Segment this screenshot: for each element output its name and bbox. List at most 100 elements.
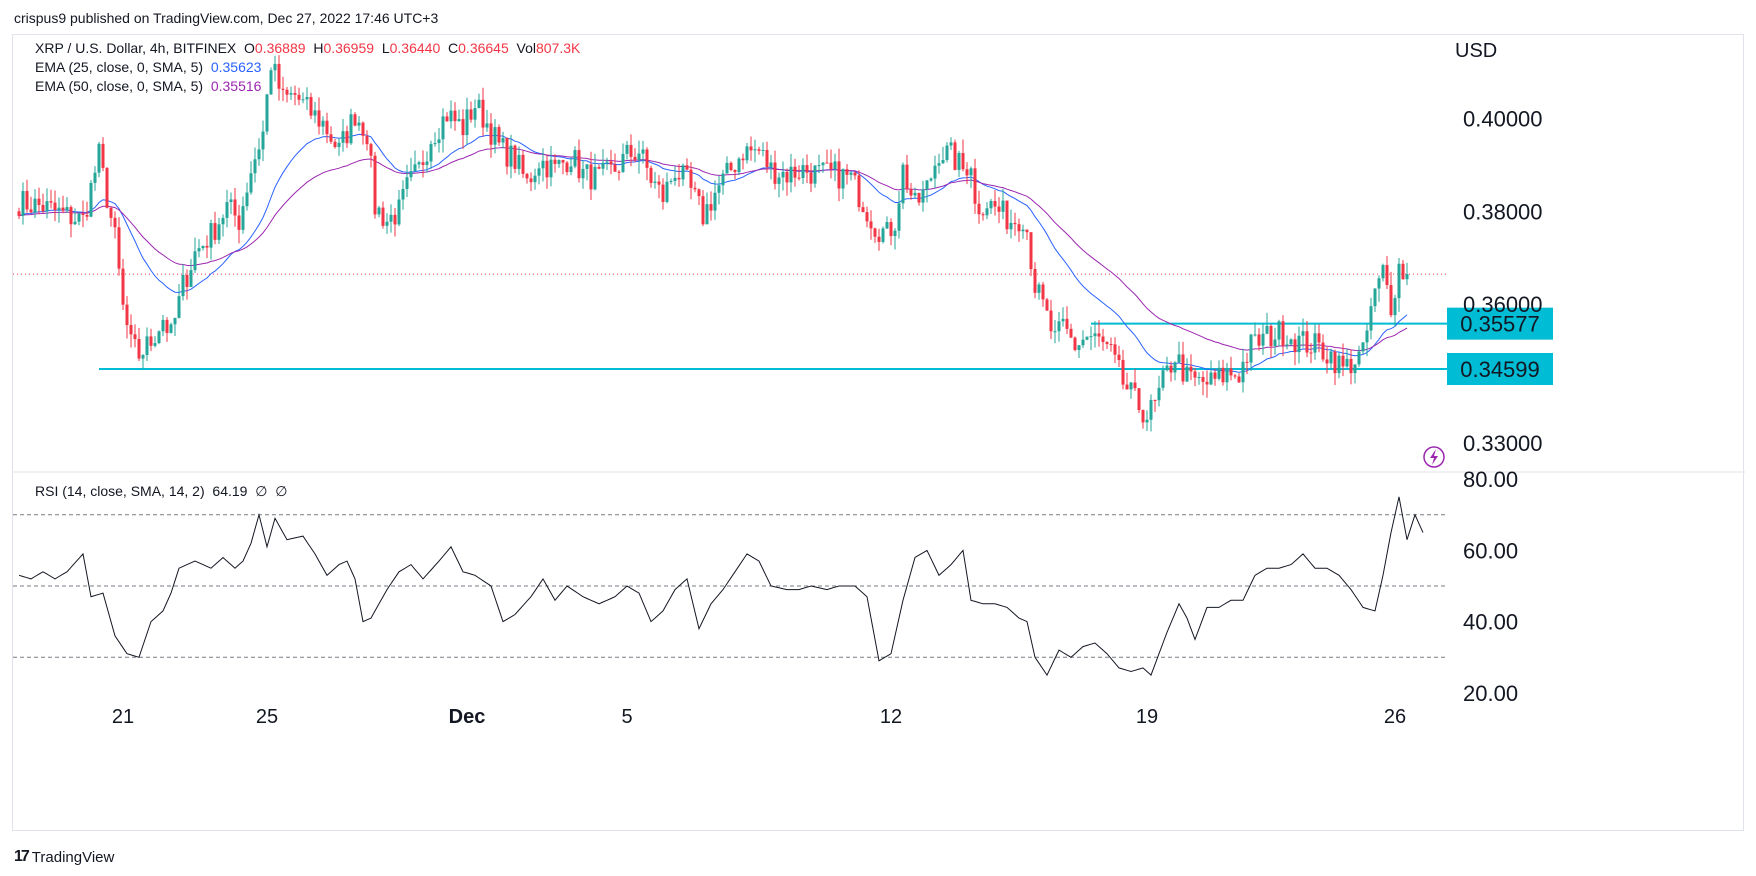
- candle-body: [901, 164, 905, 204]
- candle: [573, 146, 577, 169]
- candle-body: [457, 119, 461, 122]
- candle-body: [613, 164, 617, 172]
- legend-rsi-extra2: ∅: [275, 483, 288, 499]
- candle-body: [1229, 368, 1233, 376]
- candle: [749, 136, 753, 161]
- candle: [825, 149, 829, 164]
- candle-body: [389, 214, 393, 222]
- candle-body: [1069, 328, 1073, 338]
- candle-body: [529, 178, 533, 183]
- candle-body: [621, 153, 625, 172]
- candle: [421, 150, 425, 178]
- candle: [321, 116, 325, 135]
- candle: [93, 166, 97, 191]
- legend-rsi-value: 64.19: [212, 483, 248, 499]
- candle: [1029, 232, 1033, 277]
- candle: [1289, 338, 1293, 346]
- candle: [821, 162, 825, 173]
- candle: [161, 314, 165, 337]
- legend-l-label: L: [381, 40, 390, 56]
- candle: [1049, 299, 1053, 340]
- candle: [109, 206, 113, 227]
- candle: [53, 190, 57, 222]
- candle-body: [433, 143, 437, 145]
- candle: [361, 121, 365, 145]
- candle-body: [953, 142, 957, 170]
- candle: [933, 155, 937, 189]
- legend-volume: 807.3K: [536, 40, 581, 56]
- candle-body: [193, 251, 197, 271]
- candle: [105, 167, 109, 209]
- legend-rsi[interactable]: RSI (14, close, SMA, 14, 2) 64.19 ∅ ∅: [35, 483, 287, 500]
- price-tick-label: 0.36000: [1463, 292, 1543, 317]
- candle-body: [609, 161, 613, 165]
- candle-body: [461, 119, 465, 136]
- candle-body: [181, 274, 185, 297]
- candle: [29, 196, 33, 214]
- candle: [1277, 319, 1281, 347]
- candle: [681, 163, 685, 187]
- rsi-tick-label: 40.00: [1463, 610, 1518, 635]
- candle-body: [317, 110, 321, 127]
- candle: [1125, 372, 1129, 390]
- candle: [333, 138, 337, 149]
- candle-body: [549, 159, 553, 178]
- candle-body: [925, 180, 929, 190]
- candle: [665, 172, 669, 204]
- candle: [209, 219, 213, 260]
- candle: [1341, 343, 1345, 377]
- rsi-panel: [13, 496, 1447, 677]
- legend-c-label: C: [448, 40, 459, 56]
- candle-body: [1265, 325, 1269, 334]
- candle-body: [1253, 334, 1257, 336]
- candle-body: [937, 163, 941, 166]
- candle-body: [173, 317, 177, 325]
- candle: [305, 87, 309, 111]
- candle: [461, 109, 465, 149]
- candle: [173, 317, 177, 336]
- candle: [1293, 333, 1297, 366]
- candle: [789, 153, 793, 193]
- footer-brand[interactable]: 17 TradingView: [14, 848, 114, 866]
- candle-body: [881, 228, 885, 242]
- candle-body: [1073, 337, 1077, 350]
- candle-body: [769, 162, 773, 168]
- candle: [245, 182, 249, 211]
- time-tick-label: 21: [112, 706, 134, 728]
- candle: [21, 182, 25, 225]
- candle-body: [81, 213, 85, 216]
- candle-body: [1137, 388, 1141, 411]
- candle: [709, 191, 713, 221]
- candle-body: [1389, 285, 1393, 316]
- candle-body: [1237, 376, 1241, 383]
- legend-ema50[interactable]: EMA (50, close, 0, SMA, 5) 0.35516: [35, 78, 261, 94]
- candle: [405, 164, 409, 198]
- legend-ema25[interactable]: EMA (25, close, 0, SMA, 5) 0.35623: [35, 59, 261, 75]
- candle: [841, 168, 845, 200]
- candle-body: [341, 131, 345, 143]
- candle-body: [1269, 325, 1273, 347]
- candle: [737, 156, 741, 176]
- candle: [153, 336, 157, 348]
- candle: [1153, 399, 1157, 412]
- candle-body: [1117, 354, 1121, 361]
- candle-body: [541, 160, 545, 169]
- lightning-icon: [1423, 446, 1445, 468]
- candle-body: [1261, 333, 1265, 346]
- candle: [653, 171, 657, 189]
- candle-body: [89, 182, 93, 217]
- time-axis[interactable]: 21 25 Dec 5 12 19 26: [112, 706, 1406, 728]
- candle: [253, 147, 257, 183]
- candle-body: [1181, 354, 1185, 382]
- candle-body: [165, 319, 169, 333]
- candle-body: [685, 165, 689, 170]
- candle-body: [965, 169, 969, 176]
- candle-body: [545, 160, 549, 178]
- candle: [717, 175, 721, 205]
- candle: [1037, 282, 1041, 300]
- candle-body: [1101, 336, 1105, 343]
- candle-body: [41, 204, 45, 212]
